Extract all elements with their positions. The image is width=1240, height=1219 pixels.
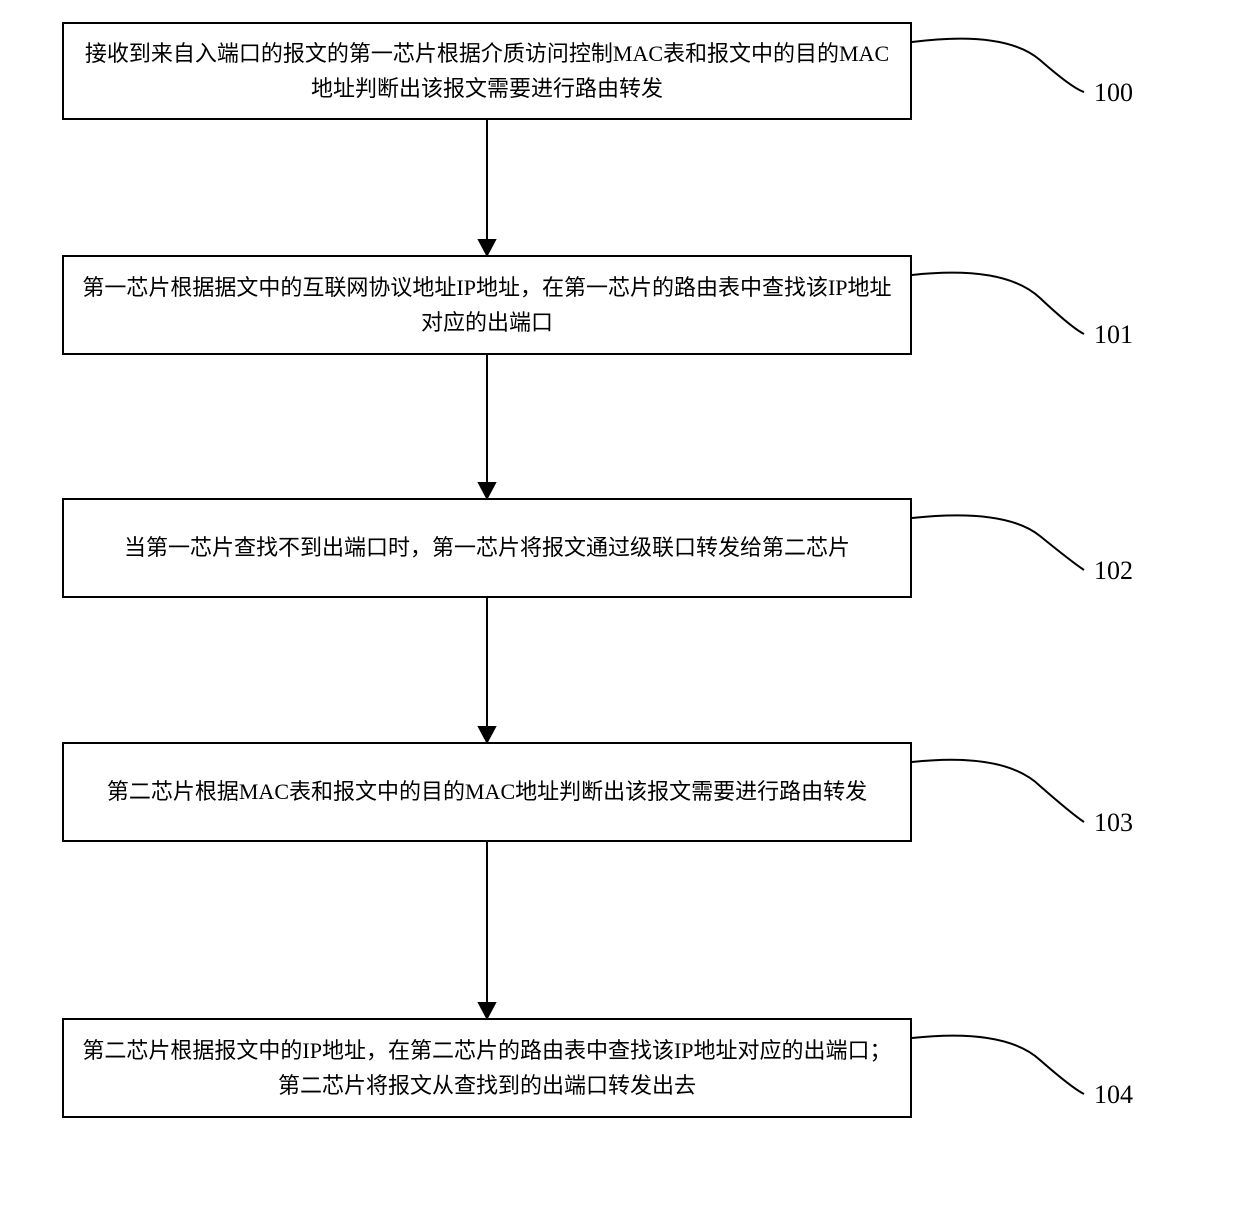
step2-label: 102 <box>1094 556 1133 586</box>
step4-text: 第二芯片根据报文中的IP地址，在第二芯片的路由表中查找该IP地址对应的出端口；第… <box>82 1033 892 1103</box>
step3-text: 第二芯片根据MAC表和报文中的目的MAC地址判断出该报文需要进行路由转发 <box>107 774 867 809</box>
flow-box-step1: 第一芯片根据据文中的互联网协议地址IP地址，在第一芯片的路由表中查找该IP地址对… <box>62 255 912 355</box>
flow-box-step2: 当第一芯片查找不到出端口时，第一芯片将报文通过级联口转发给第二芯片 <box>62 498 912 598</box>
step0-label: 100 <box>1094 78 1133 108</box>
step1-label: 101 <box>1094 320 1133 350</box>
step0-text: 接收到来自入端口的报文的第一芯片根据介质访问控制MAC表和报文中的目的MAC地址… <box>82 36 892 106</box>
flow-box-step4: 第二芯片根据报文中的IP地址，在第二芯片的路由表中查找该IP地址对应的出端口；第… <box>62 1018 912 1118</box>
step2-text: 当第一芯片查找不到出端口时，第一芯片将报文通过级联口转发给第二芯片 <box>124 530 850 565</box>
flow-box-step0: 接收到来自入端口的报文的第一芯片根据介质访问控制MAC表和报文中的目的MAC地址… <box>62 22 912 120</box>
step3-label: 103 <box>1094 808 1133 838</box>
step1-text: 第一芯片根据据文中的互联网协议地址IP地址，在第一芯片的路由表中查找该IP地址对… <box>82 270 892 340</box>
flowchart-container: 接收到来自入端口的报文的第一芯片根据介质访问控制MAC表和报文中的目的MAC地址… <box>0 0 1240 1219</box>
step4-label: 104 <box>1094 1080 1133 1110</box>
flow-box-step3: 第二芯片根据MAC表和报文中的目的MAC地址判断出该报文需要进行路由转发 <box>62 742 912 842</box>
